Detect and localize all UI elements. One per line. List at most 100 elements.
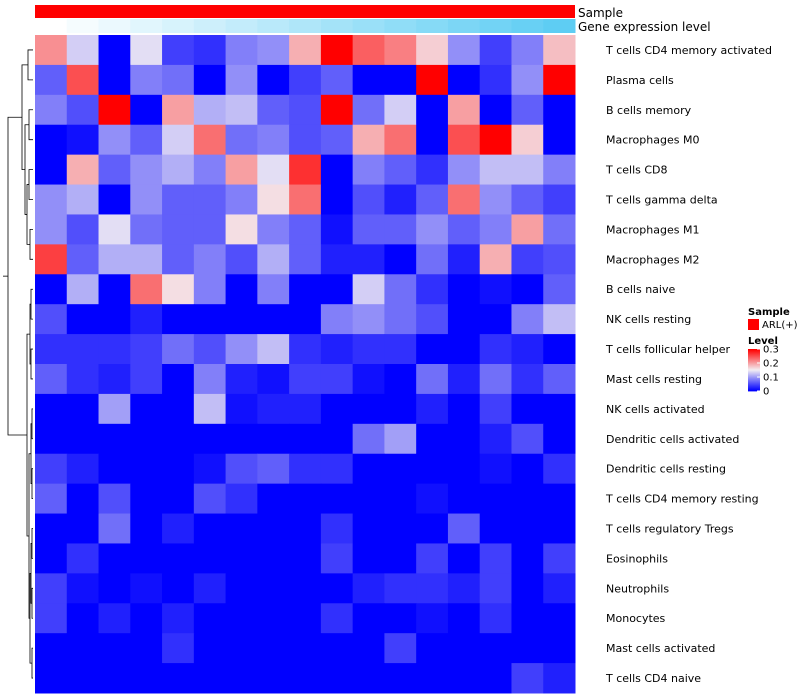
annotation-cell-gene-expression <box>447 19 481 33</box>
heatmap-cell <box>130 423 163 455</box>
heatmap-cell <box>479 663 512 694</box>
legend-level-strip <box>748 354 760 356</box>
annotation-cell-gene-expression <box>193 19 227 33</box>
heatmap-cell <box>416 154 449 186</box>
heatmap-cell <box>162 64 195 96</box>
heatmap-cell <box>162 543 195 574</box>
dendrogram-branch <box>28 169 33 200</box>
heatmap-cell <box>130 64 163 96</box>
heatmap-cell <box>543 94 576 126</box>
heatmap-cell <box>289 633 322 664</box>
heatmap-cell <box>257 214 290 245</box>
row-labels: T cells CD4 memory activated Plasma cells… <box>605 44 772 685</box>
heatmap-cell <box>479 334 512 365</box>
heatmap-cell <box>416 304 449 335</box>
heatmap-cell <box>162 633 195 664</box>
heatmap-cell <box>35 543 68 574</box>
heatmap-cell <box>447 423 481 455</box>
heatmap-cell <box>193 184 227 215</box>
heatmap-cell <box>479 543 512 574</box>
heatmap-cell <box>98 393 131 425</box>
heatmap-cell <box>225 603 258 634</box>
heatmap-cell <box>66 184 100 215</box>
heatmap-cell <box>66 663 100 694</box>
heatmap-cell <box>447 393 481 425</box>
heatmap-cell <box>447 124 481 156</box>
legend-level-strip <box>748 365 760 367</box>
heatmap-cell <box>543 124 576 156</box>
row-label: Macrophages M1 <box>606 223 699 236</box>
heatmap-cell <box>511 244 544 275</box>
heatmap-cell <box>289 94 322 126</box>
heatmap-cell <box>511 483 544 515</box>
heatmap-cell <box>320 304 354 335</box>
legend-level-strip <box>748 373 760 375</box>
heatmap-cell <box>479 94 512 126</box>
heatmap-cell <box>225 94 258 126</box>
heatmap-cell <box>289 214 322 245</box>
heatmap-cell <box>257 393 290 425</box>
annotation-cell-gene-expression <box>98 19 131 33</box>
heatmap-cell <box>289 334 322 365</box>
legend-level-strip <box>748 383 760 385</box>
heatmap-cell <box>352 334 385 365</box>
heatmap-cell <box>225 154 258 186</box>
heatmap-cell <box>320 154 354 186</box>
heatmap-cell <box>289 393 322 425</box>
heatmap-cell <box>416 603 449 634</box>
heatmap-cell <box>384 94 417 126</box>
column-annotations <box>35 5 576 33</box>
legend-level-strip <box>748 387 760 389</box>
legend-level-strip <box>748 350 760 352</box>
heatmap-cell <box>384 663 417 694</box>
heatmap-cell <box>98 513 131 544</box>
heatmap-cell <box>98 214 131 245</box>
row-label: T cells CD4 naive <box>605 672 701 685</box>
heatmap-cell <box>289 274 322 305</box>
heatmap-cell <box>416 334 449 365</box>
heatmap-cell <box>511 64 544 96</box>
legend-level-strip <box>748 386 760 388</box>
legend-level-strip <box>748 359 760 361</box>
heatmap-cell <box>66 483 100 515</box>
heatmap-cell <box>352 274 385 305</box>
heatmap-cell <box>98 274 131 305</box>
heatmap-cell <box>35 334 68 365</box>
heatmap-cell <box>320 334 354 365</box>
legend-level-strip <box>748 356 760 358</box>
heatmap-cell <box>416 633 449 664</box>
heatmap-cell <box>98 603 131 634</box>
legend-level-strip <box>748 385 760 387</box>
annotation-cell-gene-expression <box>479 19 512 33</box>
heatmap-cell <box>162 663 195 694</box>
heatmap-cell <box>511 393 544 425</box>
heatmap-cell <box>257 633 290 664</box>
heatmap-cell <box>225 274 258 305</box>
heatmap-cell <box>543 334 576 365</box>
heatmap-cell <box>225 513 258 544</box>
heatmap-cell <box>193 35 227 66</box>
heatmap-cell <box>416 453 449 485</box>
dendrogram-branch <box>29 229 33 260</box>
heatmap-cell <box>543 573 576 604</box>
heatmap-cell <box>384 184 417 215</box>
legend-level-strip <box>748 377 760 379</box>
heatmap-cell <box>479 184 512 215</box>
heatmap-cell <box>447 573 481 604</box>
heatmap-cell <box>66 513 100 544</box>
heatmap-cell <box>352 124 385 156</box>
heatmap-cell <box>98 124 131 156</box>
heatmap-cell <box>447 334 481 365</box>
heatmap-cell <box>289 663 322 694</box>
heatmap-cell <box>479 124 512 156</box>
heatmap-cell <box>543 423 576 455</box>
heatmap-cell <box>352 573 385 604</box>
heatmap-cell <box>384 453 417 485</box>
heatmap-cell <box>511 304 544 335</box>
legend-level-strip <box>748 366 760 368</box>
heatmap-cell <box>289 453 322 485</box>
heatmap-cell <box>130 663 163 694</box>
legend: Sample ARL(+) Level 0.3 0.2 0.1 0 <box>748 307 798 398</box>
heatmap-cell <box>384 543 417 574</box>
heatmap-cell <box>479 633 512 664</box>
